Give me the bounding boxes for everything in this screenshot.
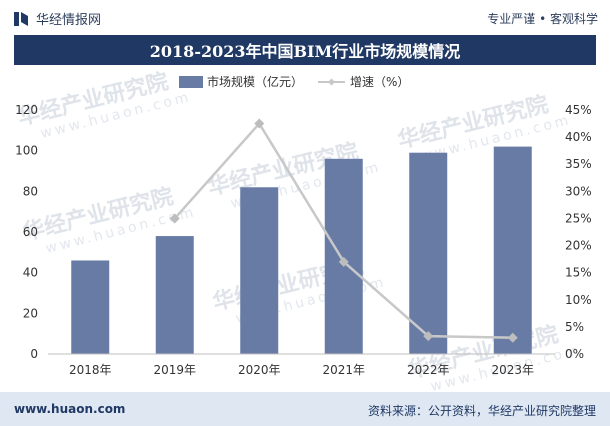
logo: 华经情报网 xyxy=(14,9,101,28)
line-point-growth-rate xyxy=(254,118,265,129)
bar-market-size xyxy=(155,236,194,354)
x-tick-label: 2021年 xyxy=(322,363,365,377)
bar-market-size xyxy=(324,158,363,354)
bar-market-size xyxy=(409,152,448,354)
footer-website: www.huaon.com xyxy=(14,402,126,416)
y-left-tick-label: 20 xyxy=(23,306,38,320)
line-point-growth-rate xyxy=(338,256,349,267)
header: 华经情报网 专业严谨 • 客观科学 xyxy=(0,0,610,34)
x-tick-label: 2020年 xyxy=(238,363,281,377)
y-right-tick-label: 20% xyxy=(565,239,592,253)
y-left-tick-label: 60 xyxy=(23,225,38,239)
logo-icon xyxy=(14,11,28,26)
title-bar: 2018-2023年中国BIM行业市场规模情况 xyxy=(14,35,596,65)
bar-market-size xyxy=(240,187,279,354)
logo-text: 华经情报网 xyxy=(36,13,102,28)
x-tick-label: 2023年 xyxy=(491,363,534,377)
bar-market-size xyxy=(493,146,532,354)
y-right-tick-label: 25% xyxy=(565,211,592,225)
y-left-tick-label: 40 xyxy=(23,266,38,280)
y-right-tick-label: 35% xyxy=(565,157,592,171)
y-right-tick-label: 5% xyxy=(565,320,584,334)
y-left-tick-label: 0 xyxy=(30,347,38,361)
y-right-tick-label: 30% xyxy=(565,184,592,198)
slogan: 专业严谨 • 客观科学 xyxy=(487,12,598,26)
footer-source: 资料来源：公开资料，华经产业研究院整理 xyxy=(367,404,596,418)
y-left-tick-label: 80 xyxy=(23,184,38,198)
line-point-growth-rate xyxy=(507,332,518,343)
y-left-tick-label: 100 xyxy=(15,144,38,158)
legend-label-market-size: 市场规模（亿元） xyxy=(207,74,303,89)
legend: 市场规模（亿元） 增速（%） xyxy=(179,74,409,89)
legend-marker-line xyxy=(328,78,335,86)
y-right-tick-label: 40% xyxy=(565,130,592,144)
line-point-growth-rate xyxy=(423,331,434,342)
footer: www.huaon.com 资料来源：公开资料，华经产业研究院整理 xyxy=(0,392,610,426)
chart-title: 2018-2023年中国BIM行业市场规模情况 xyxy=(149,42,461,61)
y-right-tick-label: 15% xyxy=(565,266,592,280)
x-tick-label: 2018年 xyxy=(69,363,112,377)
legend-label-growth-rate: 增速（%） xyxy=(350,75,409,89)
y-right-tick-label: 0% xyxy=(565,347,584,361)
y-left-tick-label: 120 xyxy=(15,103,38,117)
y-right-tick-label: 10% xyxy=(565,293,592,307)
y-right-tick-label: 45% xyxy=(565,103,592,117)
line-point-growth-rate xyxy=(169,213,180,224)
x-tick-label: 2022年 xyxy=(407,363,450,377)
legend-swatch-bar xyxy=(179,76,203,88)
x-tick-label: 2019年 xyxy=(153,363,196,377)
bar-market-size xyxy=(71,260,110,354)
